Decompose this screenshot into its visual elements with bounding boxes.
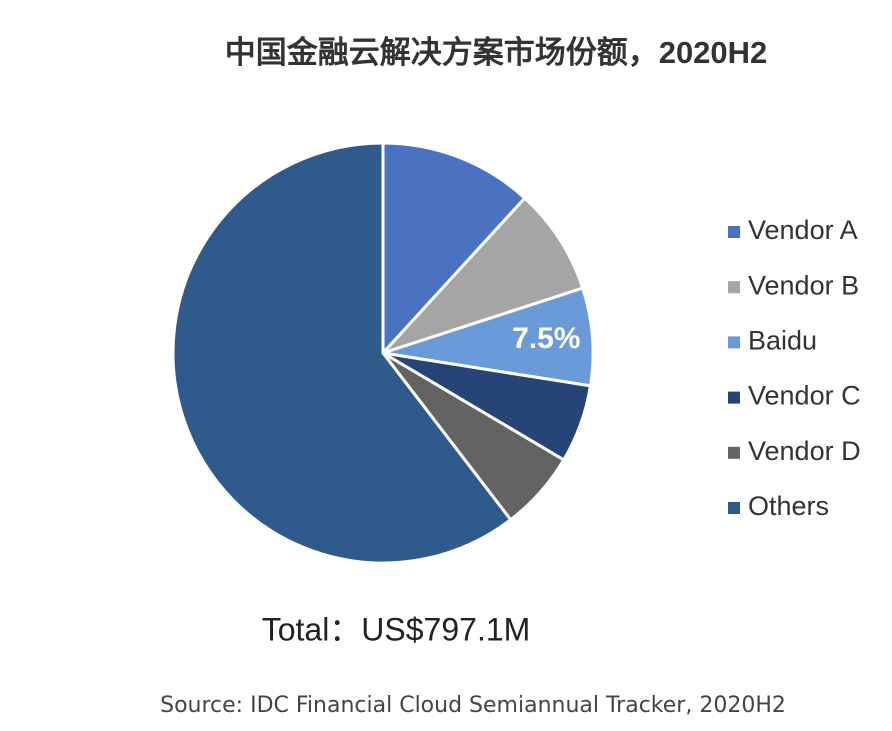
legend-label: Baidu — [748, 326, 817, 356]
legend-label: Vendor C — [748, 381, 861, 411]
legend-marker — [728, 502, 740, 514]
pie-slice — [171, 141, 513, 565]
legend-marker — [728, 446, 740, 459]
legend-label: Vendor A — [748, 215, 858, 245]
legend-marker — [728, 336, 740, 349]
chart-title: 中国金融云解决方案市场份额，2020H2 — [225, 35, 768, 70]
pie-slice — [378, 196, 585, 357]
total-label: Total：US$797.1M — [262, 611, 531, 647]
legend-label: Vendor D — [748, 436, 861, 466]
legend-marker — [728, 226, 740, 238]
legend-label: Vendor B — [748, 270, 859, 300]
legend-marker — [728, 281, 740, 294]
legend-label: Others — [748, 491, 829, 521]
pie-slice — [381, 141, 527, 357]
data-label: 7.5% — [512, 322, 580, 355]
legend-marker — [728, 391, 740, 404]
pie-slice — [382, 286, 595, 388]
source-note: Source: IDC Financial Cloud Semiannual T… — [160, 693, 786, 718]
